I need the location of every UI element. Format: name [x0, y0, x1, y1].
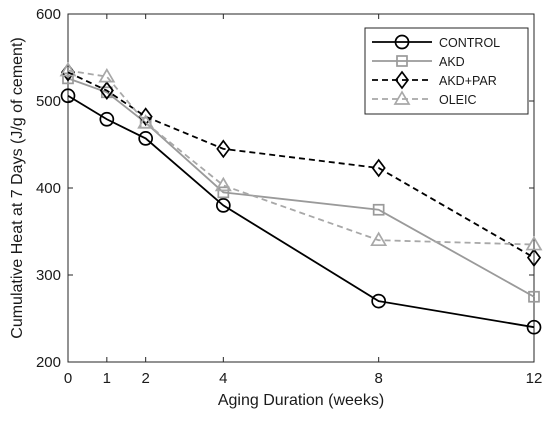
- legend-marker: [394, 34, 410, 50]
- x-tick-label: 0: [64, 370, 72, 387]
- data-point: [60, 88, 76, 104]
- y-tick-label: 200: [36, 354, 61, 371]
- legend-marker: [393, 90, 411, 105]
- data-point: [370, 231, 388, 247]
- series-layer: [59, 61, 543, 335]
- data-point: [216, 139, 231, 159]
- data-point: [138, 107, 153, 127]
- legend-marker: [394, 70, 410, 90]
- legend-marker: [396, 55, 408, 67]
- data-point: [371, 158, 386, 178]
- data-point: [137, 114, 155, 129]
- legend-label: CONTROL: [439, 36, 500, 50]
- data-point: [525, 235, 543, 251]
- series-line: [67, 95, 535, 329]
- data-point: [59, 61, 77, 77]
- y-tick-label: 400: [36, 180, 61, 197]
- data-point: [99, 81, 114, 100]
- series-control: [60, 88, 542, 335]
- series-line: [67, 69, 535, 246]
- legend-label: OLEIC: [439, 93, 477, 107]
- y-axis-title: Cumulative Heat at 7 Days (J/g of cement…: [9, 37, 26, 338]
- series-line: [67, 71, 535, 259]
- y-tick-label: 300: [36, 267, 61, 284]
- data-point: [526, 319, 542, 335]
- data-point: [526, 248, 542, 268]
- x-tick-label: 2: [141, 370, 149, 387]
- x-axis-title: Aging Duration (weeks): [218, 392, 384, 409]
- legend: CONTROL AKD AKD+PAR OLEIC: [364, 27, 529, 115]
- data-point: [215, 198, 231, 213]
- y-tick-label: 600: [36, 6, 61, 23]
- data-point: [99, 111, 115, 127]
- x-tick-label: 4: [219, 370, 227, 387]
- legend-label: AKD+PAR: [439, 74, 497, 88]
- data-point: [217, 186, 230, 199]
- x-tick-label: 8: [374, 370, 382, 387]
- data-point: [98, 67, 116, 83]
- x-tick-label: 1: [103, 370, 111, 387]
- x-tick-label: 12: [526, 370, 543, 387]
- data-point: [138, 131, 154, 146]
- series-akd-par: [60, 62, 542, 268]
- series-oleic: [59, 61, 543, 251]
- data-point: [528, 290, 540, 303]
- data-point: [371, 293, 387, 309]
- data-point: [214, 176, 232, 192]
- data-point: [372, 203, 385, 216]
- data-point: [62, 72, 74, 85]
- y-tick-label: 500: [36, 93, 61, 110]
- legend-label: AKD: [439, 55, 465, 69]
